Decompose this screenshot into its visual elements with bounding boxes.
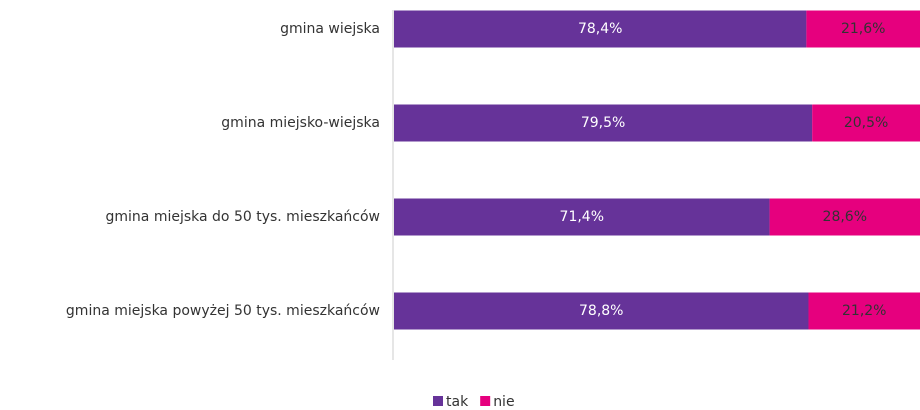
value-label: 78,4% [578,21,622,37]
bar-segment [394,198,770,236]
value-label: 71,4% [560,209,604,225]
bar-segment [394,10,807,48]
value-label: 20,5% [844,115,888,131]
value-label: 28,6% [823,209,867,225]
legend-swatch [433,396,443,406]
value-label: 21,6% [841,21,885,37]
value-label: 21,2% [842,303,886,319]
bar-segment [769,198,920,236]
bar-segment [812,104,920,142]
value-label: 79,5% [581,115,625,131]
category-label: gmina miejska do 50 tys. mieszkańców [106,209,380,225]
bar-segment [394,104,813,142]
legend-label: tak [446,394,469,410]
legend-swatch [480,396,491,406]
bar-segment [808,292,920,330]
category-label: gmina miejska powyżej 50 tys. mieszkańcó… [66,303,380,319]
category-label: gmina miejsko-wiejska [221,115,380,131]
legend-label: nie [493,394,514,410]
bar-segment [394,292,809,330]
bar-segment [806,10,920,48]
value-label: 78,8% [579,303,623,319]
category-label: gmina wiejska [280,21,380,37]
